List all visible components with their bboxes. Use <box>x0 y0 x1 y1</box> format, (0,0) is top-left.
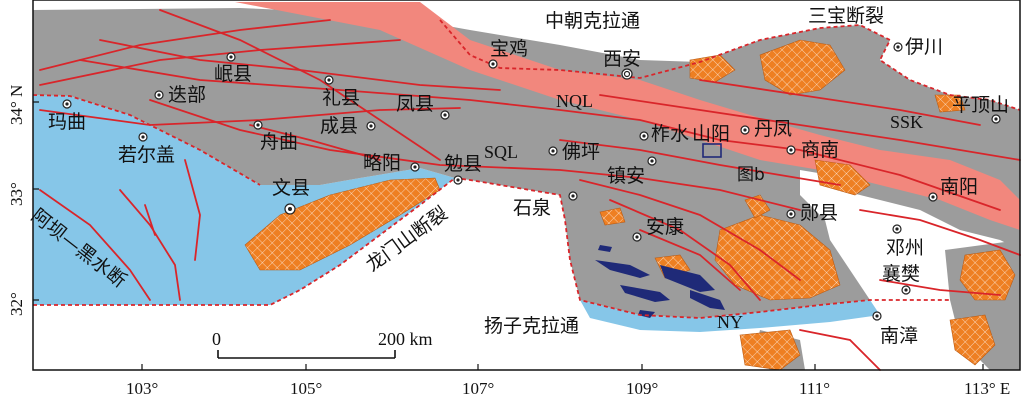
north-craton-boundary <box>439 19 1021 111</box>
city-diebu: 迭部 <box>154 84 206 106</box>
svg-text:柞水: 柞水 <box>651 123 689 145</box>
svg-text:若尔盖: 若尔盖 <box>118 144 175 166</box>
granite-central <box>714 214 841 301</box>
svg-text:佛坪: 佛坪 <box>562 141 600 163</box>
city-shanyang: 山阳 <box>692 123 730 145</box>
city-chengxian: 成县 <box>320 115 376 137</box>
x-tick-1: 103° <box>126 379 158 398</box>
svg-text:安康: 安康 <box>646 216 684 238</box>
city-lueyang: 略阳 <box>363 152 420 174</box>
svg-text:平顶山: 平顶山 <box>952 94 1009 116</box>
city-maqu: 玛曲 <box>48 99 86 133</box>
y-tick-1: 34° N <box>7 85 26 125</box>
svg-text:西安: 西安 <box>603 48 641 70</box>
city-zhashui: 柞水 <box>639 123 689 145</box>
svg-text:邓州: 邓州 <box>886 237 924 259</box>
north-qinling-belt <box>235 2 1020 230</box>
scale-end: 200 km <box>378 329 433 349</box>
yangtze-band <box>580 300 880 332</box>
svg-text:商南: 商南 <box>801 139 839 161</box>
city-mianxian: 勉县 <box>444 153 482 185</box>
ophiolite-lenses <box>595 245 725 318</box>
x-tick-3: 107° <box>462 379 494 398</box>
city-pingdingshan: 平顶山 <box>952 94 1009 124</box>
city-xiangfan: 襄樊 <box>882 263 920 295</box>
fig-b-box <box>702 143 722 158</box>
city-lixian: 礼县 <box>322 75 360 109</box>
granite-southeast <box>949 314 996 366</box>
city-danfeng: 丹凤 <box>740 118 792 140</box>
label-ssk: SSK <box>890 112 923 132</box>
svg-text:凤县: 凤县 <box>396 93 434 115</box>
scale-start: 0 <box>212 329 221 349</box>
svg-text:舟曲: 舟曲 <box>260 131 298 153</box>
city-markers: 宝鸡 西安 伊川 平顶山 岷县 迭部 玛曲 礼县 凤县 成县 舟曲 若尔盖 略阳… <box>48 36 1009 347</box>
granite-small-2 <box>599 207 626 226</box>
city-yichuan: 伊川 <box>893 36 943 58</box>
svg-text:山阳: 山阳 <box>692 123 730 145</box>
x-tick-5: 111° <box>799 379 830 398</box>
fault-lines <box>39 9 1021 371</box>
map-frame <box>32 0 1021 371</box>
svg-text:略阳: 略阳 <box>363 152 401 174</box>
city-yunxian: 郧县 <box>786 202 838 224</box>
svg-text:石泉: 石泉 <box>513 197 551 219</box>
city-nanzhang: 南漳 <box>872 311 918 347</box>
city-baoji: 宝鸡 <box>488 38 528 69</box>
axis-ticks <box>33 101 984 370</box>
longmenshan-boundary <box>33 177 950 319</box>
label-north-craton: 中朝克拉通 <box>545 10 640 32</box>
city-ankang: 安康 <box>632 216 684 242</box>
y-tick-3: 32° <box>7 292 26 316</box>
city-shangnan: 商南 <box>786 139 839 161</box>
city-fengxian: 凤县 <box>396 93 450 120</box>
basin-gap <box>800 170 860 220</box>
city-zhouqu: 舟曲 <box>253 120 298 153</box>
label-nql: NQL <box>556 91 593 111</box>
svg-text:礼县: 礼县 <box>322 87 360 109</box>
svg-text:南漳: 南漳 <box>880 325 918 347</box>
svg-text:玛曲: 玛曲 <box>48 111 86 133</box>
svg-text:宝鸡: 宝鸡 <box>490 38 528 60</box>
y-tick-2: 33° <box>7 182 26 206</box>
city-minxian: 岷县 <box>214 52 252 85</box>
svg-text:岷县: 岷县 <box>214 63 252 85</box>
granite-east <box>959 249 1016 301</box>
city-xian: 西安 <box>603 48 641 80</box>
label-south-craton: 扬子克拉通 <box>484 315 579 337</box>
svg-text:成县: 成县 <box>320 115 358 137</box>
svg-text:迭部: 迭部 <box>168 84 206 106</box>
x-tick-6: 113° E <box>964 379 1010 398</box>
svg-text:丹凤: 丹凤 <box>754 118 792 140</box>
label-sanbao-fault: 三宝断裂 <box>808 5 884 27</box>
granite-south <box>739 329 801 371</box>
label-fig-b: 图b <box>737 165 765 185</box>
city-nanyang: 南阳 <box>928 176 978 202</box>
city-wenxian: 文县 <box>272 177 310 215</box>
scale-bar: 0 200 km <box>212 329 433 359</box>
svg-text:郧县: 郧县 <box>800 202 838 224</box>
svg-text:伊川: 伊川 <box>905 36 943 58</box>
label-ny: NY <box>717 312 743 332</box>
city-foping: 佛坪 <box>548 141 600 163</box>
svg-text:镇安: 镇安 <box>607 165 645 187</box>
city-shiquan: 石泉 <box>513 191 578 219</box>
svg-text:南阳: 南阳 <box>940 176 978 198</box>
svg-text:襄樊: 襄樊 <box>882 263 920 285</box>
x-tick-2: 105° <box>290 379 322 398</box>
songpan-region <box>33 95 455 305</box>
svg-text:文县: 文县 <box>272 177 310 199</box>
x-tick-4: 109° <box>626 379 658 398</box>
western-boundary <box>32 94 261 186</box>
city-zoige: 若尔盖 <box>118 132 175 166</box>
city-dengzhou: 邓州 <box>886 224 924 259</box>
city-zhenan: 镇安 <box>607 156 657 187</box>
label-sql: SQL <box>484 142 518 162</box>
granite-north <box>759 39 846 96</box>
svg-text:勉县: 勉县 <box>444 153 482 175</box>
